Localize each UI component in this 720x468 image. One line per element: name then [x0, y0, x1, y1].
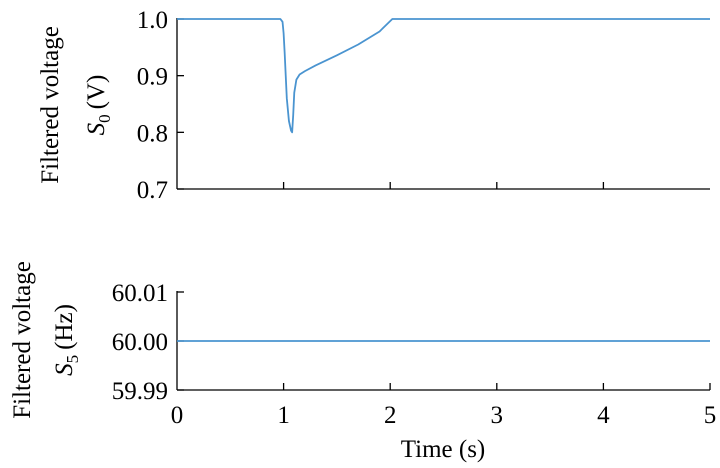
- frequency-ylabel-subscript: 5: [63, 355, 82, 364]
- voltage-ytick-label: 0.8: [137, 120, 168, 147]
- voltage-ylabel-subscript: 0: [95, 114, 114, 123]
- frequency-xtick-label: 4: [597, 402, 610, 429]
- frequency-xtick-label: 3: [491, 402, 504, 429]
- voltage-ylabel-symbol: S: [83, 122, 110, 135]
- voltage-ytick-label: 0.9: [137, 64, 168, 91]
- frequency-ytick-label: 60.01: [112, 280, 168, 307]
- voltage-ytick-label: 1.0: [137, 7, 168, 34]
- voltage-series-line: [177, 18, 710, 134]
- voltage-ylabel-unit: (V): [83, 75, 110, 110]
- frequency-ytick-label: 60.00: [112, 329, 168, 356]
- frequency-xtick-label: 5: [704, 402, 717, 429]
- frequency-xtick-label: 2: [384, 402, 397, 429]
- voltage-ylabel-line1: Filtered voltage: [37, 26, 64, 184]
- voltage-panel: Filtered voltage S0 (V) 0.7 0.8 0.9 1.0: [37, 7, 710, 204]
- frequency-panel: Filtered voltage S5(Hz) Time (s) 59.9960…: [9, 261, 716, 463]
- frequency-xtick-label: 0: [171, 402, 184, 429]
- frequency-ylabel-symbol: S: [51, 363, 78, 376]
- time-xlabel: Time (s): [401, 436, 486, 463]
- frequency-ylabel-line1: Filtered voltage: [9, 261, 36, 419]
- voltage-ylabel-line2: S0 (V): [83, 75, 114, 136]
- frequency-ylabel-line2: S5 (Hz): [51, 304, 82, 376]
- frequency-ytick-label: 59.99: [112, 378, 168, 405]
- frequency-xtick-label: 1: [277, 402, 290, 429]
- voltage-ytick-label: 0.7: [137, 177, 168, 204]
- frequency-ylabel-unit: (Hz): [51, 304, 78, 350]
